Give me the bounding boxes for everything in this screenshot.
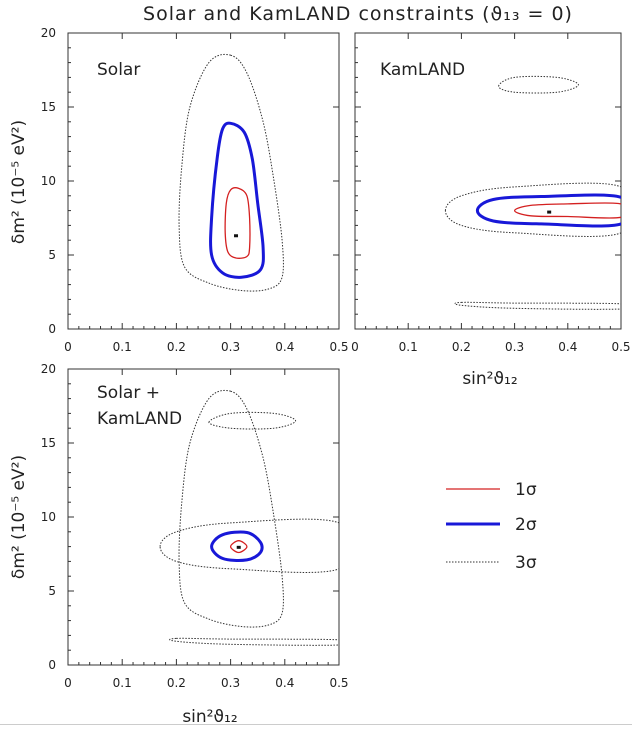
x-tick-label-solar-0: 0 [64, 340, 72, 354]
contour-combined-5 [169, 637, 339, 646]
y-tick-label-combined-0: 0 [48, 658, 56, 672]
x-tick-label-solar-5: 0.5 [329, 340, 348, 354]
x-tick-label-combined-0: 0 [64, 676, 72, 690]
best-fit-point-kamland [547, 210, 552, 214]
x-tick-label-kamland-3: 0.3 [505, 340, 524, 354]
y-tick-label-combined-4: 20 [41, 362, 56, 376]
x-tick-label-solar-1: 0.1 [113, 340, 132, 354]
legend-label-1sigma: 1σ [515, 480, 537, 500]
panel-label-kamland: KamLAND [380, 60, 465, 80]
contours-combined [159, 389, 339, 646]
contours-kamland [444, 75, 621, 310]
x-tick-label-solar-4: 0.4 [275, 340, 294, 354]
x-tick-label-combined-3: 0.3 [221, 676, 240, 690]
contour-kamland-0 [513, 202, 621, 219]
legend: 1σ 2σ 3σ [446, 480, 537, 573]
panel-label-solar: Solar [97, 60, 140, 80]
x-tick-label-solar-3: 0.3 [221, 340, 240, 354]
contour-kamland-1 [475, 193, 621, 228]
x-tick-label-combined-4: 0.4 [275, 676, 294, 690]
x-tick-label-kamland-5: 0.5 [611, 340, 630, 354]
x-tick-label-combined-2: 0.2 [167, 676, 186, 690]
x-tick-label-kamland-4: 0.4 [558, 340, 577, 354]
y-tick-label-combined-3: 15 [41, 436, 56, 450]
contour-combined-3 [159, 518, 339, 573]
contour-combined-1 [210, 530, 264, 562]
contour-kamland-4 [454, 301, 621, 310]
x-tick-label-combined-1: 0.1 [113, 676, 132, 690]
window-bottom-border [0, 724, 632, 725]
panel-label-combined-line1: Solar + KamLAND [97, 383, 182, 429]
y-tick-label-solar-2: 10 [41, 174, 56, 188]
contour-solar-2 [178, 53, 284, 292]
best-fit-point-combined [236, 545, 241, 549]
y-tick-label-solar-1: 5 [48, 248, 56, 262]
legend-label-2sigma: 2σ [515, 515, 537, 535]
x-tick-label-combined-5: 0.5 [329, 676, 348, 690]
panel-label-combined-text: Solar + [97, 383, 160, 403]
contours-solar [178, 53, 284, 292]
x-axis-label-kamland: sin²ϑ₁₂ [462, 369, 517, 389]
x-tick-label-solar-2: 0.2 [167, 340, 186, 354]
contour-combined-0 [229, 540, 248, 554]
contour-combined-4 [208, 411, 297, 430]
x-tick-label-kamland-1: 0.1 [399, 340, 418, 354]
contour-solar-0 [224, 187, 251, 259]
y-axis-label-top: δm² (10⁻⁵ eV²) [9, 120, 29, 244]
contour-kamland-3 [498, 75, 579, 94]
best-fit-point-solar [234, 234, 239, 238]
contour-solar-1 [209, 121, 265, 279]
x-axis-label-combined: sin²ϑ₁₂ [182, 707, 237, 727]
y-axis-label-bottom: δm² (10⁻⁵ eV²) [9, 455, 29, 579]
x-tick-label-kamland-0: 0 [351, 340, 359, 354]
panel-label-combined-line2: KamLAND [97, 409, 182, 429]
figure-title: Solar and KamLAND constraints (ϑ₁₃ = 0) [143, 3, 573, 25]
y-tick-label-solar-0: 0 [48, 322, 56, 336]
contour-kamland-2 [444, 182, 621, 237]
contour-combined-2 [178, 389, 284, 628]
x-tick-label-kamland-2: 0.2 [452, 340, 471, 354]
y-tick-label-solar-4: 20 [41, 26, 56, 40]
y-tick-label-combined-2: 10 [41, 510, 56, 524]
y-tick-label-solar-3: 15 [41, 100, 56, 114]
legend-label-3sigma: 3σ [515, 553, 537, 573]
y-tick-label-combined-1: 5 [48, 584, 56, 598]
